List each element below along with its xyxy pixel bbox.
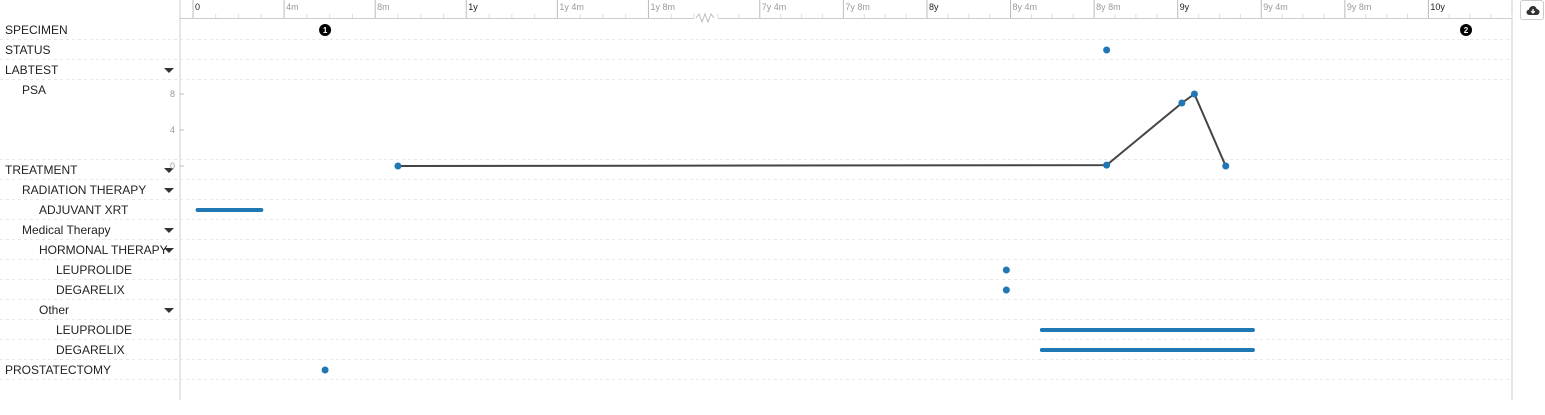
- time-axis-tick-label: 0: [195, 2, 200, 12]
- track-label-row[interactable]: RADIATION THERAPY: [0, 180, 178, 200]
- psa-point[interactable]: [1222, 162, 1230, 170]
- download-button[interactable]: [1520, 0, 1544, 20]
- track-label: HORMONAL THERAPY: [39, 243, 168, 257]
- track-label-row[interactable]: Medical Therapy: [0, 220, 178, 240]
- track-label: Medical Therapy: [22, 223, 111, 237]
- track-label-row: SPECIMEN: [0, 20, 178, 40]
- psa-axis-tick-label: 0: [170, 161, 175, 171]
- track-label-row: DEGARELIX: [0, 340, 178, 360]
- collapse-caret-icon[interactable]: [164, 248, 174, 253]
- psa-point[interactable]: [394, 162, 402, 170]
- collapse-caret-icon[interactable]: [164, 168, 174, 173]
- track-label: SPECIMEN: [5, 23, 68, 37]
- time-axis-tick-label: 8m: [377, 2, 390, 12]
- time-axis-tick-label: 1y: [468, 2, 478, 12]
- track-label-row[interactable]: Other: [0, 300, 178, 320]
- psa-point[interactable]: [1103, 161, 1111, 169]
- specimen-marker-label: 2: [1464, 26, 1469, 35]
- time-axis-tick-label: 7y 4m: [762, 2, 787, 12]
- axis-break-icon: [695, 12, 715, 24]
- time-axis-tick-label: 1y 8m: [650, 2, 675, 12]
- track-label: PROSTATECTOMY: [5, 363, 112, 377]
- timeline-chart: 0 4m 8m 1y 1y 4m 1y 8m 7y 4m 7y 8m 8y 8y 4m 8y 8m 9…: [0, 0, 1513, 400]
- time-axis-tick-label: 1y 4m: [559, 2, 584, 12]
- track-label: RADIATION THERAPY: [22, 183, 147, 197]
- specimen-marker[interactable]: [319, 24, 332, 36]
- track-label: LEUPROLIDE: [56, 323, 133, 337]
- specimen-marker-label: 1: [323, 26, 328, 35]
- time-axis-tick-label: 9y: [1180, 2, 1190, 12]
- time-axis-tick-label: 8y 4m: [1013, 2, 1038, 12]
- time-axis-tick-label: 7y 8m: [845, 2, 870, 12]
- track-label-row[interactable]: TREATMENT: [0, 160, 178, 180]
- psa-point[interactable]: [1178, 99, 1186, 107]
- time-axis-tick-label: 8y: [929, 2, 939, 12]
- track-label-row: STATUS: [0, 40, 178, 60]
- track-label: LABTEST: [5, 63, 59, 77]
- psa-axis-tick-label: 8: [170, 89, 175, 99]
- track-label: STATUS: [5, 43, 51, 57]
- psa-line: [397, 92, 1227, 167]
- track-label: PSA: [22, 83, 47, 97]
- collapse-caret-icon[interactable]: [164, 228, 174, 233]
- collapse-caret-icon[interactable]: [164, 308, 174, 313]
- hormonal-leuprolide-point[interactable]: [1002, 266, 1010, 274]
- track-label: DEGARELIX: [56, 343, 125, 357]
- collapse-caret-icon[interactable]: [164, 68, 174, 73]
- time-axis-tick-label: 9y 4m: [1263, 2, 1288, 12]
- track-label-column: SPECIMEN STATUS LABTEST PSA TREATMENT RADIATI…: [0, 0, 180, 400]
- track-label: ADJUVANT XRT: [39, 203, 129, 217]
- track-label: DEGARELIX: [56, 283, 125, 297]
- time-axis-tick-label: 4m: [286, 2, 299, 12]
- prostatectomy-point[interactable]: [321, 366, 329, 374]
- time-axis-tick-label: 9y 8m: [1347, 2, 1372, 12]
- track-label-row: LEUPROLIDE: [0, 320, 178, 340]
- track-label-row: DEGARELIX: [0, 280, 178, 300]
- cloud-download-icon: [1526, 6, 1540, 15]
- hormonal-degarelix-point[interactable]: [1002, 286, 1010, 294]
- status-point[interactable]: [1103, 46, 1111, 54]
- specimen-marker[interactable]: [1460, 24, 1473, 36]
- track-label-row: PSA: [0, 80, 178, 100]
- track-label-row[interactable]: LABTEST: [0, 60, 178, 80]
- track-label-row: ADJUVANT XRT: [0, 200, 178, 220]
- track-label-row: PROSTATECTOMY: [0, 360, 178, 380]
- track-label: LEUPROLIDE: [56, 263, 133, 277]
- psa-axis-tick-label: 4: [170, 125, 175, 135]
- track-label: Other: [39, 303, 70, 317]
- time-axis-tick-label: 10y: [1430, 2, 1445, 12]
- track-label: TREATMENT: [5, 163, 78, 177]
- psa-point[interactable]: [1190, 90, 1198, 98]
- track-label-row[interactable]: HORMONAL THERAPY: [0, 240, 178, 260]
- collapse-caret-icon[interactable]: [164, 188, 174, 193]
- track-label-row: LEUPROLIDE: [0, 260, 178, 280]
- time-axis-tick-label: 8y 8m: [1096, 2, 1121, 12]
